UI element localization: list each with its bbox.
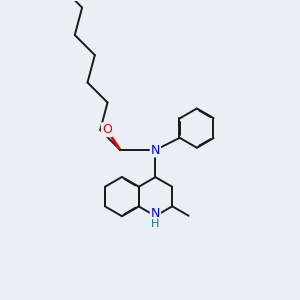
Text: H: H [151, 219, 160, 229]
Text: N: N [151, 143, 160, 157]
Text: O: O [102, 123, 112, 136]
Text: N: N [151, 207, 160, 220]
